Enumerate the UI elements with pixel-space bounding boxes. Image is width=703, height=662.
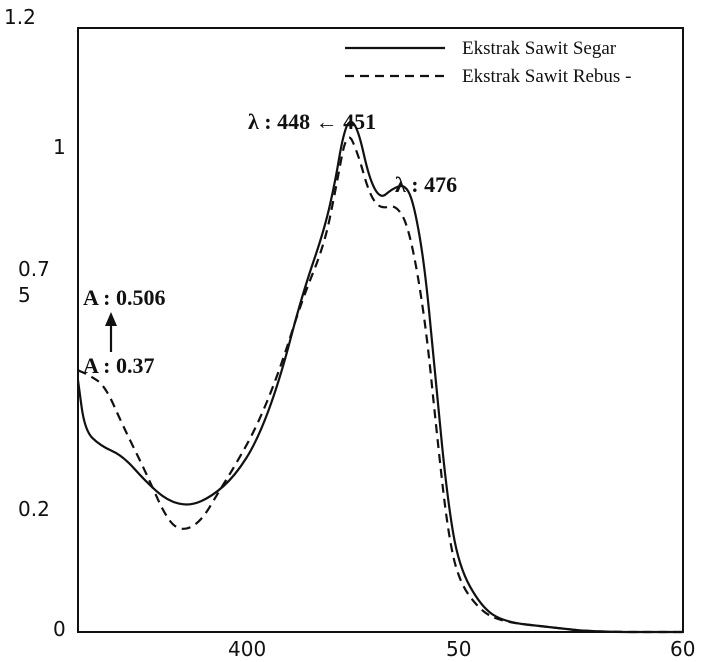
legend-label-rebus: Ekstrak Sawit Rebus - — [462, 66, 631, 87]
y-tick-label: 0.2 — [18, 497, 50, 521]
x-tick-label: 60 — [670, 637, 695, 661]
legend-label-segar: Ekstrak Sawit Segar — [462, 38, 617, 59]
legend: Ekstrak Sawit Segar Ekstrak Sawit Rebus … — [345, 38, 631, 87]
plot-frame — [77, 27, 684, 633]
series-line-segar — [76, 120, 683, 634]
x-tick-label: 50 — [446, 637, 471, 661]
x-tick-label: 400 — [228, 637, 266, 661]
y-tick-label: 0.7 — [18, 257, 50, 281]
annotation-peak-448-451: λ : 448 ← 451 — [248, 109, 376, 134]
y-tick-label: 1.2 — [4, 5, 36, 29]
annotation-peak-476: λ : 476 — [395, 172, 457, 197]
annotation-absorbance-037: A : 0.37 — [83, 353, 155, 378]
up-arrow-icon — [105, 312, 117, 352]
y-tick-label: 1 — [53, 135, 66, 159]
annotation-absorbance-0506: A : 0.506 — [83, 285, 166, 310]
y-tick-label: 5 — [18, 283, 31, 307]
y-tick-label: 0 — [53, 617, 66, 641]
series-line-rebus — [77, 136, 683, 634]
